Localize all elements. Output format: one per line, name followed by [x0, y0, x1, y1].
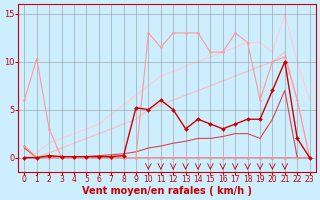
X-axis label: Vent moyen/en rafales ( km/h ): Vent moyen/en rafales ( km/h ) — [82, 186, 252, 196]
